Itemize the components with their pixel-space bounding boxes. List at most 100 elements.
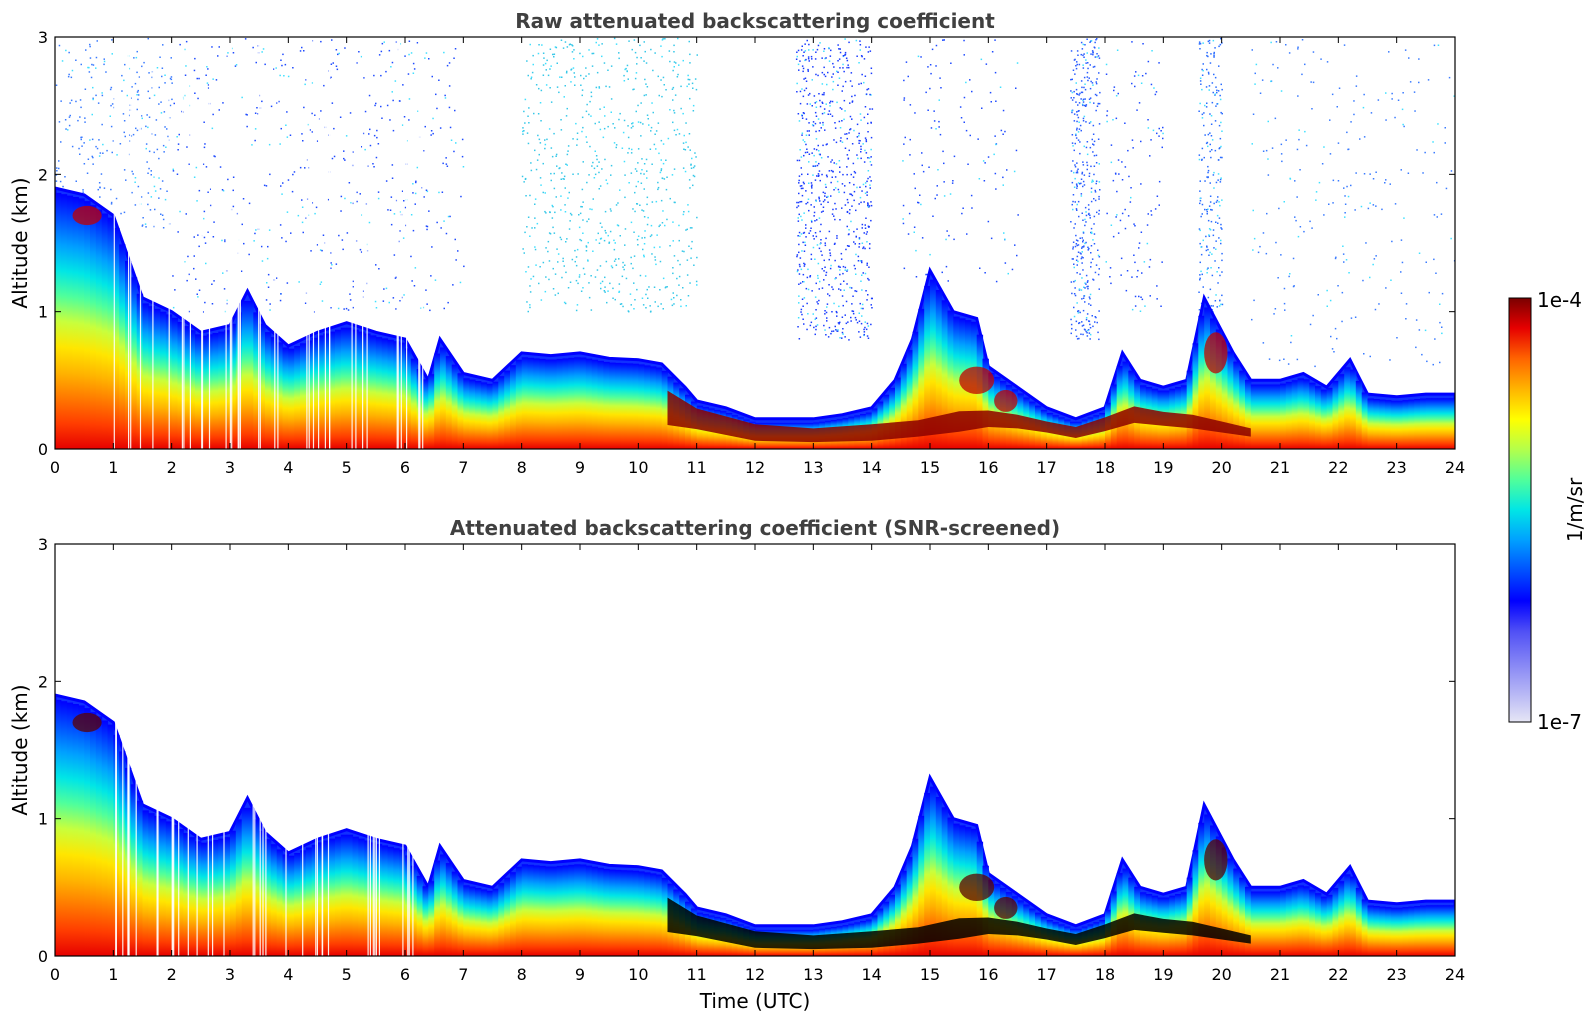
layer-column (1210, 318, 1217, 449)
noise-speck-2 (566, 46, 569, 48)
layer-column (1338, 881, 1345, 956)
noise-speck-2 (656, 234, 658, 236)
noise-speck-2 (588, 218, 590, 220)
noise-speck-3 (851, 95, 853, 98)
noise-speck-3 (826, 175, 828, 178)
noise-speck-6 (1004, 130, 1006, 133)
noise-speck-4 (1080, 182, 1082, 185)
noise-speck-8 (1277, 277, 1279, 279)
noise-speck-4 (1075, 243, 1078, 245)
layer-column (510, 365, 517, 449)
noise-speck-5 (1209, 62, 1212, 64)
noise-speck-7 (1160, 130, 1162, 132)
noise-speck-8 (1281, 160, 1283, 163)
noise-speck-4 (1093, 223, 1095, 225)
noise-speck-7 (1140, 231, 1143, 233)
noise-speck-2 (666, 176, 668, 178)
noise-speck-2 (624, 68, 626, 71)
noise-speck-0 (156, 67, 159, 69)
noise-speck-0 (136, 71, 138, 74)
noise-speck-4 (1085, 318, 1088, 321)
noise-speck-2 (575, 256, 578, 258)
noise-speck-3 (846, 283, 848, 285)
noise-speck-3 (798, 338, 801, 340)
noise-speck-3 (851, 194, 854, 197)
noise-speck-6 (902, 160, 904, 162)
noise-speck-2 (588, 282, 590, 284)
noise-speck-0 (87, 66, 89, 69)
noise-speck-3 (802, 67, 805, 70)
noise-speck-0 (164, 198, 167, 201)
noise-speck-2 (529, 304, 531, 306)
noise-speck-4 (1082, 54, 1084, 57)
noise-speck-4 (1070, 318, 1072, 321)
noise-speck-3 (860, 55, 863, 57)
layer-column (1221, 340, 1229, 449)
noise-speck-6 (933, 120, 936, 122)
noise-speck-3 (818, 198, 820, 200)
noise-speck-6 (908, 212, 911, 215)
noise-speck-2 (661, 55, 663, 58)
noise-speck-3 (830, 161, 832, 163)
raw-backscatter-panel: Raw attenuated backscattering coefficien… (8, 9, 1465, 477)
noise-speck-0 (132, 173, 134, 175)
noise-speck-6 (1006, 169, 1008, 171)
noise-speck-6 (984, 162, 986, 164)
noise-speck-0 (134, 181, 136, 183)
noise-speck-1 (380, 105, 382, 108)
noise-speck-4 (1085, 330, 1087, 333)
noise-speck-6 (1015, 87, 1017, 89)
layer-column (90, 205, 97, 449)
noise-speck-4 (1091, 138, 1093, 141)
noise-speck-4 (1099, 189, 1101, 191)
noise-speck-2 (690, 257, 692, 259)
noise-speck-4 (1074, 245, 1077, 248)
noise-speck-3 (798, 182, 800, 184)
noise-speck-1 (385, 287, 388, 290)
noise-speck-5 (1201, 68, 1203, 71)
noise-speck-2 (641, 209, 643, 211)
noise-speck-1 (226, 299, 228, 302)
noise-speck-0 (80, 138, 82, 141)
noise-speck-7 (1150, 214, 1153, 216)
noise-speck-2 (618, 57, 620, 60)
noise-speck-3 (830, 264, 832, 267)
noise-speck-2 (685, 305, 687, 307)
noise-speck-1 (257, 113, 259, 115)
noise-speck-3 (852, 162, 855, 165)
noise-speck-2 (569, 281, 572, 283)
noise-speck-1 (381, 42, 384, 45)
noise-speck-3 (800, 200, 803, 203)
noise-speck-3 (844, 314, 846, 316)
noise-speck-2 (615, 43, 618, 45)
noise-speck-1 (289, 134, 292, 136)
noise-speck-2 (542, 64, 545, 66)
noise-speck-3 (802, 232, 805, 234)
noise-speck-8 (1433, 151, 1435, 154)
noise-speck-2 (630, 127, 633, 129)
noise-speck-1 (196, 200, 198, 202)
noise-speck-4 (1098, 123, 1101, 125)
layer-column (1250, 891, 1258, 956)
noise-speck-3 (858, 246, 860, 248)
noise-speck-7 (1134, 261, 1136, 264)
noise-speck-3 (850, 173, 852, 176)
noise-speck-8 (1439, 321, 1441, 324)
data-gap (225, 37, 227, 449)
noise-speck-3 (810, 185, 813, 187)
noise-speck-2 (525, 271, 527, 273)
noise-speck-2 (690, 167, 693, 169)
layer-column (1332, 381, 1339, 449)
noise-speck-2 (620, 303, 623, 305)
data-gap (183, 37, 185, 449)
noise-speck-3 (798, 159, 801, 162)
noise-speck-3 (855, 253, 857, 256)
noise-speck-2 (614, 242, 616, 244)
noise-speck-3 (861, 315, 863, 317)
noise-speck-2 (567, 197, 569, 199)
noise-speck-3 (796, 91, 798, 93)
noise-speck-2 (549, 233, 552, 235)
layer-column (130, 277, 138, 449)
noise-speck-1 (390, 196, 393, 198)
noise-speck-1 (214, 155, 216, 158)
